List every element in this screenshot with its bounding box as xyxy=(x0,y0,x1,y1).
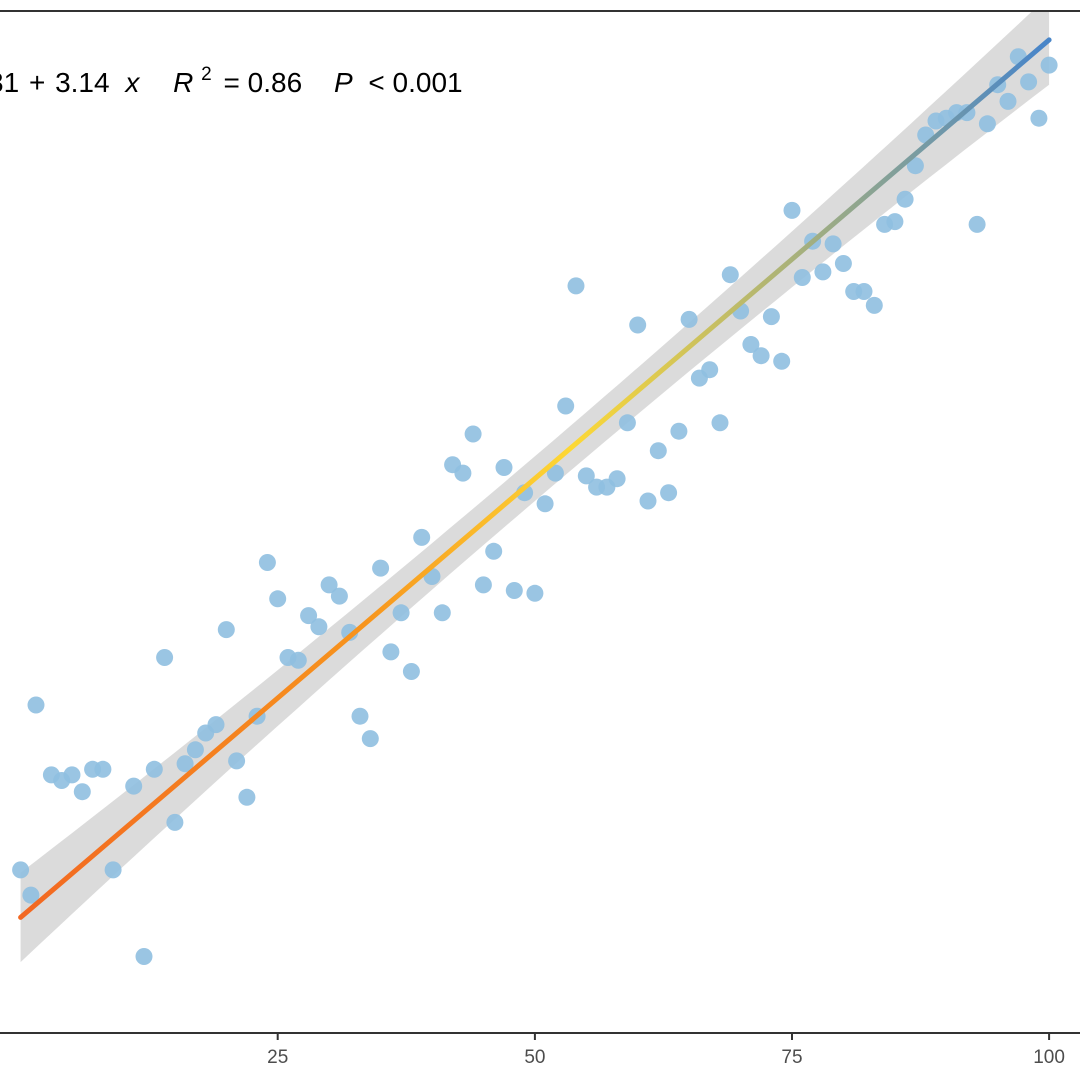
data-point xyxy=(402,663,420,680)
data-point xyxy=(999,92,1017,110)
data-point xyxy=(104,861,122,879)
data-point xyxy=(629,316,647,334)
x-tick-label: 75 xyxy=(781,1047,802,1068)
data-point xyxy=(320,576,338,594)
data-point xyxy=(762,308,780,326)
data-point xyxy=(351,707,369,725)
data-point xyxy=(670,422,688,440)
data-point xyxy=(433,604,451,622)
data-point xyxy=(186,741,204,759)
data-point xyxy=(721,266,739,284)
data-point xyxy=(742,336,760,353)
data-point xyxy=(217,621,235,639)
data-point xyxy=(495,459,513,476)
data-point xyxy=(968,215,986,233)
data-point xyxy=(906,157,924,175)
data-point xyxy=(1020,73,1038,91)
data-point xyxy=(485,542,503,560)
data-point xyxy=(413,528,431,546)
data-point xyxy=(865,296,883,314)
data-point xyxy=(258,554,276,571)
data-point xyxy=(330,587,348,605)
x-tick-label: 100 xyxy=(1033,1047,1065,1068)
data-point xyxy=(27,696,45,714)
data-point xyxy=(577,467,595,485)
data-point xyxy=(12,861,30,879)
data-point xyxy=(834,255,852,272)
data-point xyxy=(392,604,410,622)
data-point xyxy=(238,788,256,806)
x-tick-label: 50 xyxy=(524,1047,545,1068)
data-point xyxy=(536,495,554,513)
data-point xyxy=(73,783,91,801)
data-point xyxy=(166,813,184,831)
data-point xyxy=(145,760,163,778)
p-symbol: P xyxy=(334,67,353,98)
data-point xyxy=(978,115,996,133)
data-point xyxy=(361,730,379,748)
data-point xyxy=(783,201,801,219)
x-tick-label: 25 xyxy=(267,1047,288,1068)
equation-slope: 3.14 xyxy=(55,67,110,98)
data-point xyxy=(207,716,225,734)
data-point xyxy=(711,414,729,432)
data-point xyxy=(269,590,287,608)
equation-operator: + xyxy=(29,67,45,98)
regression-equation: 31 + 3.14 x R 2 = 0.86 P < 0.001 xyxy=(0,55,463,98)
data-point xyxy=(464,425,482,443)
confidence-band xyxy=(20,12,1050,963)
regression-line xyxy=(18,37,1052,920)
data-point xyxy=(814,263,832,281)
data-point xyxy=(454,464,472,482)
x-axis-ticks: 25 50 75 100 xyxy=(267,1033,1065,1068)
data-point xyxy=(660,484,678,502)
data-point xyxy=(228,752,246,770)
data-point xyxy=(896,190,914,208)
equation-x-symbol: x xyxy=(123,67,140,98)
data-point xyxy=(22,886,40,904)
data-point xyxy=(135,948,153,965)
data-point xyxy=(649,442,667,460)
data-point xyxy=(474,576,492,594)
data-point xyxy=(824,235,842,253)
data-point xyxy=(546,464,564,482)
data-point xyxy=(701,361,719,379)
r2-symbol: R xyxy=(173,67,193,98)
data-point xyxy=(94,760,112,778)
data-point xyxy=(382,643,400,661)
data-point xyxy=(341,623,359,641)
fit-line xyxy=(18,37,1052,920)
data-point xyxy=(300,607,318,625)
p-value: < 0.001 xyxy=(368,67,462,98)
data-point xyxy=(505,582,523,599)
data-point xyxy=(125,777,143,795)
data-point xyxy=(1030,109,1048,127)
data-point xyxy=(680,310,698,328)
data-point xyxy=(557,397,575,415)
data-point xyxy=(618,414,636,432)
data-point xyxy=(639,492,657,510)
data-point xyxy=(773,352,791,370)
data-point xyxy=(289,651,307,669)
confidence-band-area xyxy=(20,12,1050,963)
data-point xyxy=(63,766,81,784)
data-point xyxy=(567,277,585,295)
r2-value: = 0.86 xyxy=(224,67,303,98)
data-point xyxy=(886,213,904,231)
equation-intercept: 31 xyxy=(0,67,19,98)
r2-superscript: 2 xyxy=(201,64,212,85)
data-point xyxy=(176,755,194,773)
data-point xyxy=(156,649,174,666)
data-point xyxy=(310,618,328,636)
data-point xyxy=(526,584,544,602)
data-point xyxy=(372,559,390,577)
data-point xyxy=(855,283,873,300)
data-point xyxy=(608,470,626,488)
data-point xyxy=(793,269,811,286)
data-point xyxy=(1040,56,1058,74)
data-point xyxy=(752,347,770,365)
